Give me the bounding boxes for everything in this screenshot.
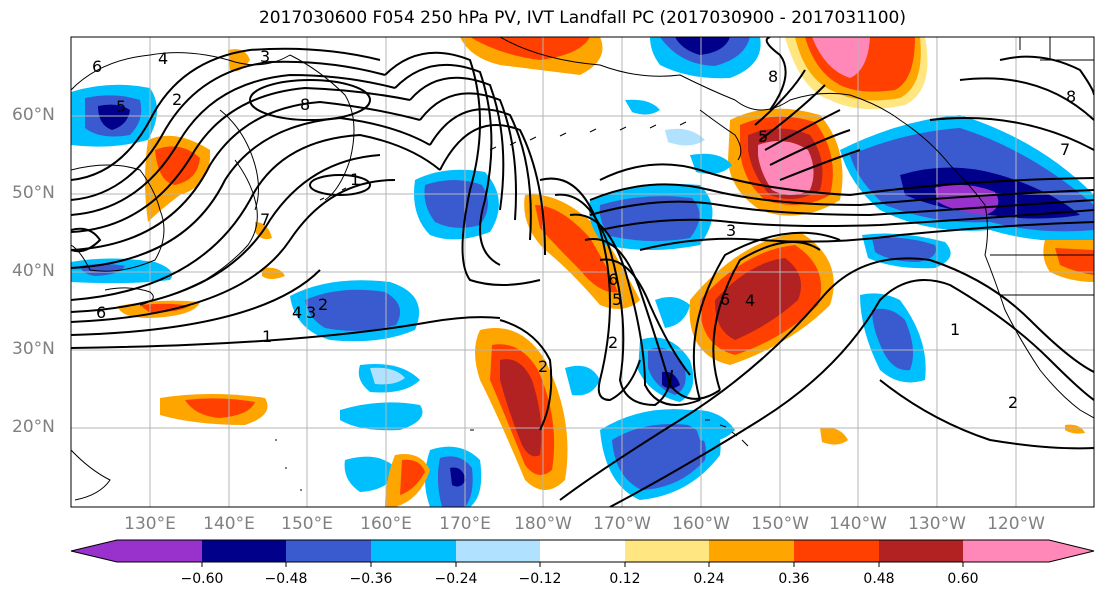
contour-label: 6	[96, 303, 106, 322]
contour-label: 7	[260, 210, 270, 229]
colorbar-segment	[879, 540, 963, 562]
contour-label: 1	[950, 320, 960, 339]
contour-label: 8	[300, 95, 310, 114]
lon-label-150e: 150°E	[281, 514, 333, 534]
colorbar-tick-label: 0.60	[947, 571, 978, 587]
lon-label-170w: 170°W	[593, 514, 651, 534]
colorbar-tick-label: 0.12	[609, 571, 640, 587]
lat-label-30n: 30°N	[12, 339, 55, 359]
contour-label: 3	[306, 303, 316, 322]
lon-label-130w: 130°W	[908, 514, 966, 534]
colorbar-segment	[794, 540, 879, 562]
contour-label: 5	[758, 127, 768, 146]
lon-label-160e: 160°E	[360, 514, 412, 534]
contour-label: 2	[608, 333, 618, 352]
contour-label: 4	[158, 49, 168, 68]
map-svg: 6 4 3 2 5 8 7 1 4 3 2 6 1 3 5 2 2 6 4 8 …	[0, 0, 1105, 601]
lat-label-60n: 60°N	[12, 105, 55, 125]
colorbar-segment	[625, 540, 709, 562]
colorbar-segment	[286, 540, 371, 562]
contour-label: 2	[172, 90, 182, 109]
contour-label: 7	[1060, 140, 1070, 159]
colorbar	[71, 540, 1094, 567]
contour-label: 3	[260, 47, 270, 66]
lon-label-150w: 150°W	[751, 514, 809, 534]
contour-label: 1	[350, 170, 360, 189]
colorbar-tick-label: −0.36	[350, 571, 393, 587]
colorbar-segment-over	[963, 540, 1094, 562]
colorbar-segment	[540, 540, 625, 562]
colorbar-tick-label: 0.36	[778, 571, 809, 587]
colorbar-tick-label: 0.48	[863, 571, 894, 587]
contour-label: 5	[116, 97, 126, 116]
contour-label: 8	[1066, 87, 1076, 106]
colorbar-segment	[202, 540, 286, 562]
contour-label: 6	[92, 57, 102, 76]
contour-label: 2	[538, 357, 548, 376]
colorbar-tick-label: −0.60	[181, 571, 224, 587]
contour-label: 8	[768, 67, 778, 86]
lat-label-20n: 20°N	[12, 417, 55, 437]
colorbar-segment-under	[71, 540, 202, 562]
colorbar-segment	[371, 540, 456, 562]
colorbar-tick-label: −0.48	[265, 571, 308, 587]
colorbar-tick-label: −0.12	[519, 571, 562, 587]
lon-label-120w: 120°W	[987, 514, 1045, 534]
colorbar-segment	[456, 540, 540, 562]
contour-label: 6	[720, 290, 730, 309]
contour-label: 4	[292, 303, 302, 322]
lon-label-180w: 180°W	[514, 514, 572, 534]
colorbar-ticks	[202, 562, 963, 567]
lon-label-170e: 170°E	[439, 514, 491, 534]
lon-label-140w: 140°W	[829, 514, 887, 534]
contour-label: 6	[608, 270, 618, 289]
colorbar-tick-label: −0.24	[435, 571, 478, 587]
colorbar-tick-label: 0.24	[693, 571, 724, 587]
contour-label: 4	[745, 291, 755, 310]
contour-label: 5	[612, 290, 622, 309]
contour-label: 2	[1008, 393, 1018, 412]
lon-label-130e: 130°E	[124, 514, 176, 534]
contour-label: 2	[318, 295, 328, 314]
lon-label-160w: 160°W	[672, 514, 730, 534]
contour-label: 3	[726, 221, 736, 240]
lat-label-40n: 40°N	[12, 261, 55, 281]
colorbar-segment	[709, 540, 794, 562]
lon-label-140e: 140°E	[203, 514, 255, 534]
contour-label: 1	[262, 327, 272, 346]
lat-label-50n: 50°N	[12, 183, 55, 203]
